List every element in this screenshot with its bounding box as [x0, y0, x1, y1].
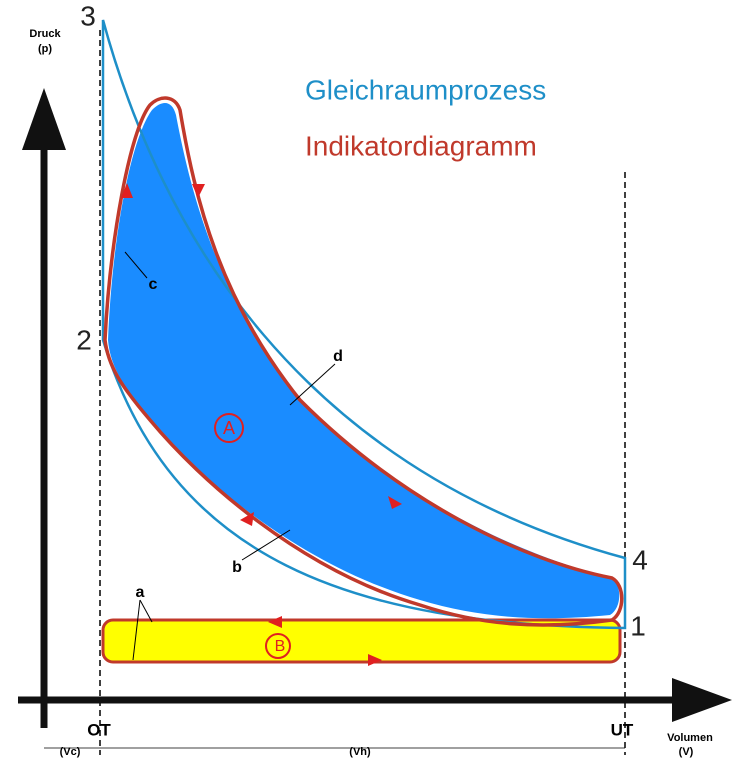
- x-unit: (V): [679, 746, 694, 758]
- y-label: Druck: [29, 28, 61, 40]
- area-ring: [265, 633, 291, 659]
- point-label: 4: [632, 544, 648, 575]
- arrow: [368, 654, 382, 666]
- arrow: [240, 512, 254, 526]
- arrow: [121, 183, 133, 198]
- curve-label: d: [333, 348, 343, 365]
- area-label: A: [223, 418, 235, 438]
- arrow: [268, 616, 282, 628]
- volume-label: (Vh): [349, 746, 371, 758]
- curve-label: b: [232, 559, 242, 576]
- volume-label: (Vc): [60, 746, 81, 758]
- indicator-loop: [103, 96, 624, 627]
- x-label: Volumen: [667, 732, 713, 744]
- y-arrow: [22, 88, 66, 150]
- ideal-cycle: [101, 19, 627, 630]
- x-arrow: [672, 678, 732, 722]
- work-area: [108, 103, 620, 619]
- area-label: B: [275, 638, 286, 655]
- arrow: [192, 184, 205, 198]
- position-label: UT: [611, 720, 634, 739]
- point-label: 3: [80, 0, 96, 31]
- position-label: OT: [87, 720, 111, 739]
- leader: [139, 599, 153, 623]
- leader: [289, 363, 336, 406]
- leader: [241, 529, 291, 561]
- point-label: 1: [630, 610, 646, 641]
- gas-exchange-loop: [101, 618, 622, 664]
- leader: [124, 251, 148, 279]
- y-unit: (p): [38, 43, 52, 55]
- arrow: [388, 496, 402, 509]
- leader: [132, 599, 141, 661]
- legend-indicator: Indikatordiagramm: [305, 130, 537, 161]
- legend-ideal: Gleichraumprozess: [305, 74, 546, 105]
- area-ring: [214, 413, 244, 443]
- curve-label: a: [136, 584, 145, 601]
- point-label: 2: [76, 324, 92, 355]
- curve-label: c: [149, 276, 158, 293]
